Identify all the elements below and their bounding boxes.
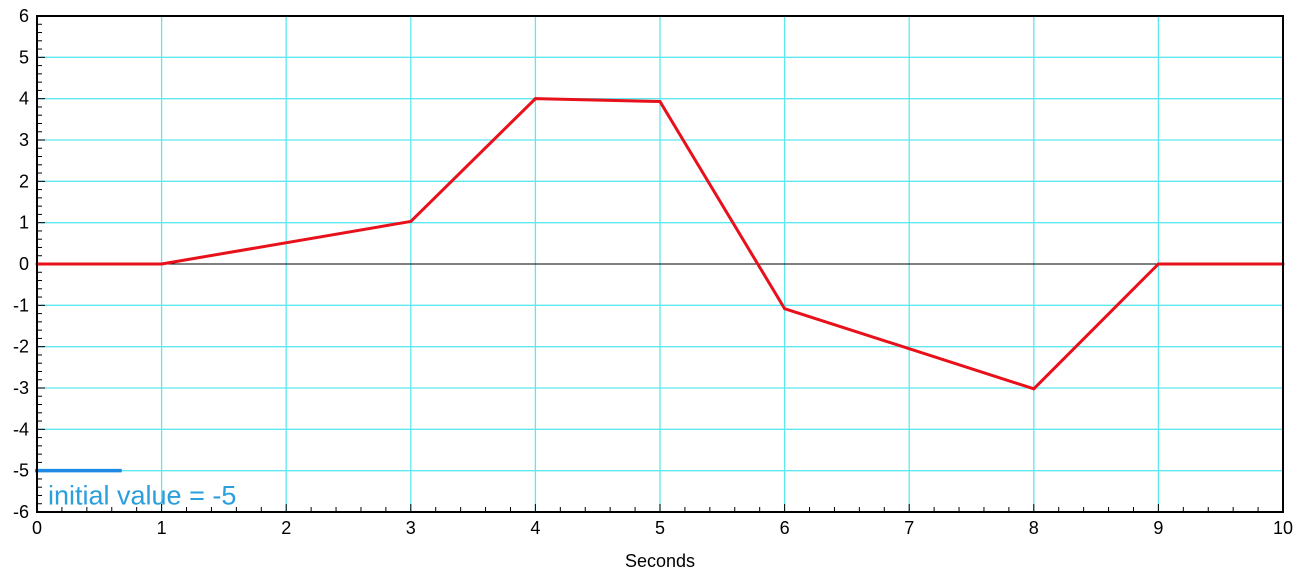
y-tick-label: 1 <box>19 213 29 233</box>
data-point <box>409 219 413 223</box>
data-point <box>1156 262 1160 266</box>
x-tick-label: 4 <box>530 518 540 538</box>
y-tick-label: -4 <box>13 419 29 439</box>
x-tick-label: 6 <box>780 518 790 538</box>
data-point <box>658 100 662 104</box>
y-tick-label: 0 <box>19 254 29 274</box>
data-point <box>1032 387 1036 391</box>
y-tick-label: 6 <box>19 6 29 26</box>
y-tick-label: 5 <box>19 47 29 67</box>
data-point <box>533 97 537 101</box>
y-tick-label: -1 <box>13 295 29 315</box>
y-tick-label: -3 <box>13 378 29 398</box>
data-point <box>160 262 164 266</box>
minor-ticks <box>37 23 1259 512</box>
data-point <box>783 307 787 311</box>
x-tick-label: 9 <box>1153 518 1163 538</box>
x-tick-label: 7 <box>904 518 914 538</box>
x-tick-label: 1 <box>157 518 167 538</box>
x-tick-label: 8 <box>1029 518 1039 538</box>
y-tick-label: 3 <box>19 130 29 150</box>
grid <box>37 16 1283 512</box>
plot-frame <box>36 15 1284 513</box>
initial-value-label: initial value = -5 <box>48 481 236 511</box>
y-tick-label: -2 <box>13 337 29 357</box>
x-tick-label: 0 <box>32 518 42 538</box>
x-axis-title: Seconds <box>625 551 695 571</box>
x-tick-labels: 0 1 2 3 4 5 6 7 8 9 10 <box>32 518 1293 538</box>
y-tick-label: -6 <box>13 502 29 522</box>
y-tick-label: -5 <box>13 461 29 481</box>
y-tick-label: 2 <box>19 171 29 191</box>
x-tick-label: 10 <box>1273 518 1293 538</box>
y-tick-label: 4 <box>19 89 29 109</box>
x-tick-label: 2 <box>281 518 291 538</box>
y-tick-labels: 6 5 4 3 2 1 0 -1 -2 -3 -4 -5 -6 <box>13 6 29 522</box>
annotation-group: initial value = -5 <box>35 468 236 511</box>
x-tick-label: 5 <box>655 518 665 538</box>
x-tick-label: 3 <box>406 518 416 538</box>
